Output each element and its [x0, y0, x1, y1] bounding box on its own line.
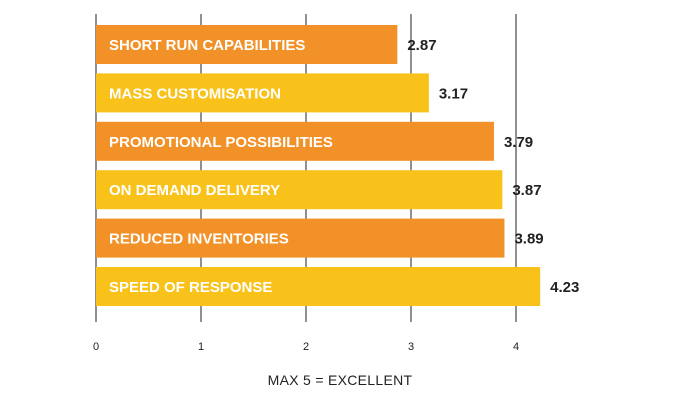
bar-category-label: SHORT RUN CAPABILITIES: [109, 37, 305, 54]
bar-value-label: 3.17: [439, 85, 468, 102]
x-axis-ticks: 0 1 2 3 4: [93, 341, 519, 353]
bar-value-label: 2.87: [407, 37, 436, 54]
x-tick-label: 3: [408, 341, 414, 353]
bar-value-label: 3.89: [514, 231, 543, 248]
bar: [96, 267, 541, 306]
bar: [96, 25, 398, 64]
bar-chart: SHORT RUN CAPABILITIES 2.87 MASS CUSTOMISA…: [93, 14, 579, 353]
bar-category-label: ON DEMAND DELIVERY: [109, 182, 280, 199]
chart-bars: SHORT RUN CAPABILITIES 2.87 MASS CUSTOMISA…: [96, 25, 579, 306]
x-tick-label: 4: [513, 341, 519, 353]
bar-category-label: MASS CUSTOMISATION: [109, 85, 281, 102]
bar-value-label: 3.79: [504, 134, 533, 151]
x-axis-caption: MAX 5 = EXCELLENT: [267, 372, 413, 388]
x-tick-label: 2: [303, 341, 309, 353]
bar-category-label: REDUCED INVENTORIES: [109, 231, 289, 248]
bar-category-label: PROMOTIONAL POSSIBILITIES: [109, 134, 333, 151]
bar: [96, 218, 505, 258]
bar-category-label: SPEED OF RESPONSE: [109, 279, 272, 296]
x-tick-label: 0: [93, 341, 99, 353]
bar: [96, 73, 429, 113]
bar-value-label: 3.87: [512, 182, 541, 199]
bar: [96, 121, 494, 161]
bar: [96, 170, 503, 210]
bar-value-label: 4.23: [550, 279, 579, 296]
x-tick-label: 1: [198, 341, 204, 353]
